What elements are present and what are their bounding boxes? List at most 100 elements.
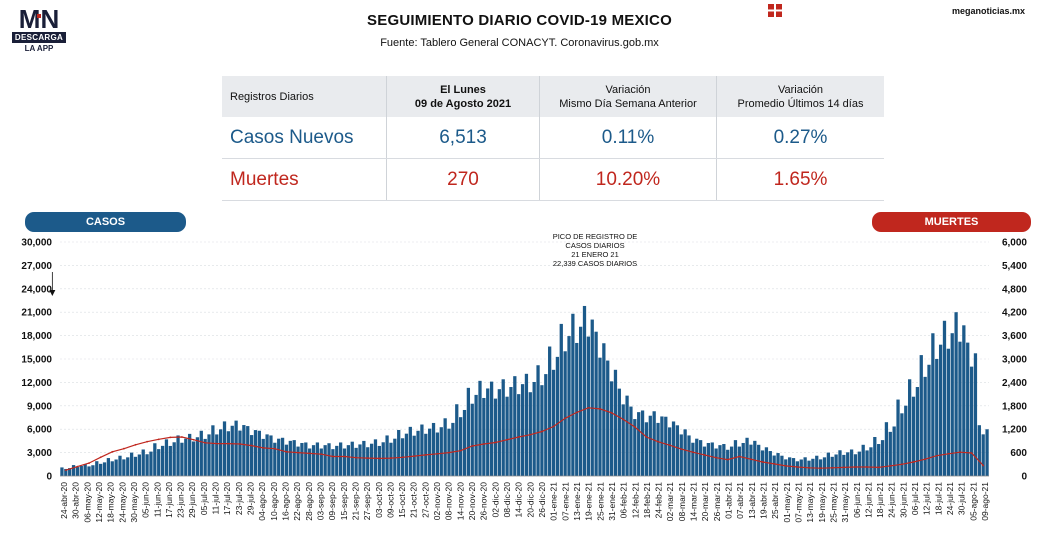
x-tick-label: 22-ago-20 — [292, 482, 302, 521]
casos-bar — [757, 444, 761, 476]
casos-bar — [861, 444, 865, 476]
casos-bar — [513, 376, 517, 476]
casos-bar — [551, 369, 556, 476]
x-tick-label: 05-ago-21 — [968, 482, 978, 521]
muertes-point — [668, 444, 671, 447]
casos-bar — [346, 445, 351, 476]
casos-bar — [648, 415, 652, 476]
logo-download-label[interactable]: DESCARGA — [12, 32, 66, 43]
casos-bar — [342, 448, 347, 476]
casos-bar — [319, 448, 323, 476]
grid-icon[interactable] — [768, 4, 782, 17]
casos-bar — [567, 336, 571, 476]
casos-bar — [958, 341, 962, 476]
casos-bar — [230, 425, 234, 476]
casos-bar — [180, 442, 184, 476]
cell-casos-value: 6,513 — [386, 117, 540, 159]
page-title: SEGUIMIENTO DIARIO COVID-19 MEXICO — [367, 12, 672, 29]
casos-bar — [838, 450, 842, 476]
casos-bar — [927, 364, 931, 476]
muertes-point — [517, 436, 520, 438]
casos-bar — [969, 366, 974, 476]
muertes-point — [982, 464, 985, 467]
muertes-point — [122, 447, 125, 450]
x-tick-label: 24-jun-21 — [887, 482, 897, 518]
x-tick-label: 28-ago-20 — [304, 482, 314, 521]
logo-app-label[interactable]: LA APP — [24, 44, 54, 53]
x-tick-label: 09-sep-20 — [327, 482, 337, 521]
casos-bar — [443, 418, 447, 476]
y-tick-label-right: 2,400 — [1002, 378, 1027, 389]
muertes-point — [866, 466, 868, 468]
casos-bar — [339, 442, 343, 476]
casos-bar — [981, 434, 985, 476]
muertes-point — [76, 465, 79, 468]
x-tick-label: 25-may-21 — [828, 482, 838, 523]
col-header-var-week-line1: Variación — [605, 83, 651, 96]
casos-bar — [397, 429, 401, 476]
muertes-point — [831, 466, 834, 469]
muertes-point — [889, 464, 892, 467]
y-tick-label-left: 9,000 — [27, 401, 52, 412]
casos-bar — [160, 445, 165, 476]
muertes-point — [285, 450, 288, 453]
site-name[interactable]: meganoticias.mx — [951, 6, 1025, 16]
casos-bar — [966, 342, 970, 476]
muertes-point — [250, 444, 253, 447]
casos-bar — [578, 326, 583, 476]
x-tick-label: 29-jun-20 — [187, 482, 197, 518]
row-label-muertes: Muertes — [222, 158, 387, 201]
casos-bar — [637, 412, 641, 476]
x-tick-label: 10-ago-20 — [269, 482, 279, 521]
y-tick-label-left: 27,000 — [21, 261, 52, 272]
casos-bar — [575, 342, 579, 476]
casos-bar — [478, 380, 482, 476]
y-tick-label-left: 30,000 — [21, 238, 52, 249]
muertes-point — [401, 456, 404, 459]
col-header-var-week-line2: Mismo Día Semana Anterior — [559, 97, 697, 110]
casos-bar — [698, 440, 703, 476]
x-tick-label: 26-mar-21 — [712, 482, 722, 521]
muertes-point — [796, 466, 799, 468]
muertes-point — [970, 452, 973, 454]
x-tick-label: 31-ene-21 — [607, 482, 617, 521]
meganoticias-logo[interactable]: MN — [12, 4, 66, 32]
casos-bar — [176, 435, 180, 476]
x-tick-label: 12-feb-21 — [630, 482, 640, 519]
muertes-point — [657, 440, 659, 443]
casos-bar — [923, 376, 927, 476]
y-tick-label-right: 5,400 — [1002, 261, 1027, 272]
cell-muertes-var-14d: 1.65% — [716, 158, 884, 201]
muertes-point — [192, 438, 195, 441]
casos-bar — [168, 445, 172, 476]
muertes-point — [575, 411, 578, 414]
col-header-registros: Registros Diarios — [222, 76, 387, 117]
x-tick-label: 06-may-20 — [82, 482, 92, 523]
casos-bar — [486, 388, 490, 476]
casos-bar — [532, 381, 536, 476]
casos-bar — [64, 468, 68, 476]
y-tick-label-right: 3,000 — [1002, 355, 1027, 366]
col-header-var-14d-line2: Promedio Últimos 14 días — [737, 97, 864, 110]
casos-bar — [830, 456, 834, 476]
muertes-axis-tab: MUERTES — [872, 212, 1031, 232]
casos-bar — [91, 465, 95, 476]
x-tick-label: 04-ago-20 — [257, 482, 267, 521]
muertes-point — [541, 430, 543, 433]
stats-row-muertes: Muertes 270 10.20% 1.65% — [222, 158, 884, 201]
y-tick-label-left: 3,000 — [27, 448, 52, 459]
y-tick-label-left: 18,000 — [21, 331, 52, 342]
x-tick-label: 24-feb-21 — [654, 482, 664, 519]
casos-bar — [137, 454, 141, 476]
covid-daily-chart: 30,000 6,000 27,000 5,400 24,000 4,800 21,000 4… — [21, 238, 1027, 523]
casos-bar — [555, 356, 560, 476]
daily-stats-table: Registros Diarios El Lunes 09 de Agosto … — [222, 76, 884, 201]
casos-bar — [722, 444, 726, 476]
x-tick-label: 17-jul-20 — [222, 482, 232, 515]
muertes-point — [64, 469, 67, 472]
y-tick-label-right: 4,800 — [1002, 284, 1027, 295]
muertes-point — [227, 442, 230, 445]
muertes-point — [645, 436, 648, 438]
muertes-point — [273, 447, 276, 450]
x-tick-label: 05-jul-20 — [199, 482, 209, 515]
